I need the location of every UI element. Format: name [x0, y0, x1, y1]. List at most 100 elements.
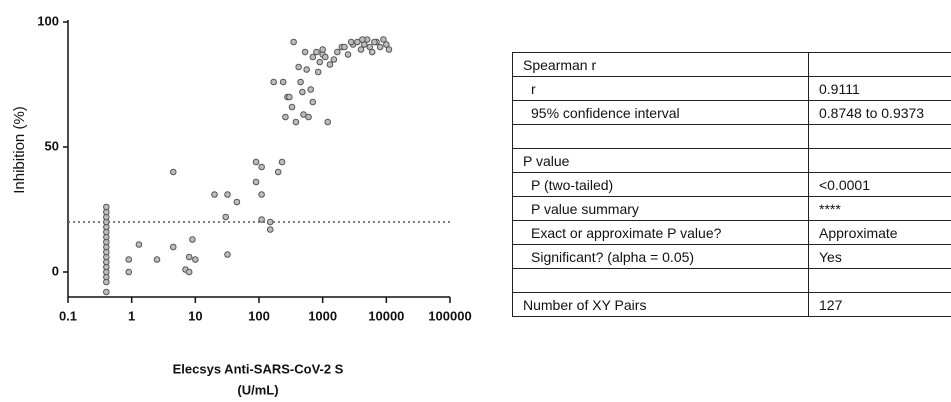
table-row: Significant? (alpha = 0.05) Yes	[512, 244, 951, 269]
point	[309, 53, 317, 61]
point	[135, 241, 143, 248]
y-tick-label: 100	[37, 13, 59, 28]
table-cell: r	[512, 76, 809, 101]
table-cell: 0.9111	[808, 76, 951, 101]
table-cell: P (two-tailed)	[512, 172, 809, 197]
point	[252, 158, 260, 166]
point	[316, 58, 324, 66]
point	[330, 56, 338, 63]
table-cell	[808, 124, 951, 149]
table-row	[512, 268, 951, 293]
point	[303, 66, 310, 73]
point	[252, 178, 260, 186]
table-row: 95% confidence interval 0.8748 to 0.9373	[512, 100, 951, 125]
point	[211, 191, 218, 198]
table-cell: P value summary	[512, 196, 809, 221]
point	[326, 61, 334, 68]
table-cell: Number of XY Pairs	[512, 292, 809, 317]
point	[292, 118, 300, 126]
point	[258, 191, 265, 198]
point	[324, 118, 332, 126]
point	[347, 38, 355, 46]
point	[279, 78, 287, 86]
table-cell: Yes	[808, 244, 951, 269]
point	[376, 43, 384, 51]
table-cell: Exact or approximate P value?	[512, 220, 809, 245]
chart: Inhibition (%) Elecsys Anti-SARS-CoV-2 S…	[11, 13, 472, 397]
table-cell: Approximate	[808, 220, 951, 245]
point	[274, 168, 282, 176]
point	[309, 98, 317, 106]
point	[385, 46, 393, 53]
point	[125, 268, 133, 276]
x-axis-label: (U/mL)	[237, 382, 278, 397]
table-cell: <0.0001	[808, 172, 951, 197]
table-cell: Spearman r	[512, 52, 809, 77]
point	[266, 226, 274, 233]
point	[103, 203, 110, 211]
point	[286, 93, 293, 101]
table-row: Number of XY Pairs 127	[512, 292, 951, 317]
point	[192, 256, 199, 263]
point	[290, 38, 297, 46]
point	[299, 88, 306, 96]
point	[270, 78, 277, 86]
point	[258, 163, 265, 171]
table-row: r 0.9111	[512, 76, 951, 101]
x-tick-label: 1000	[308, 308, 337, 323]
point	[103, 288, 110, 296]
point	[169, 243, 177, 251]
point	[282, 113, 289, 121]
point	[368, 48, 376, 56]
point	[125, 256, 133, 263]
table-row: Spearman r	[512, 52, 951, 77]
point	[383, 41, 390, 48]
x-tick-label: 10000	[368, 308, 404, 323]
point	[222, 213, 230, 221]
table-cell	[808, 148, 951, 173]
point	[224, 191, 231, 198]
table-cell: 127	[808, 292, 951, 317]
point	[169, 168, 177, 176]
x-tick-label: 100000	[428, 308, 471, 323]
x-tick-label: 0.1	[59, 308, 77, 323]
point	[189, 236, 196, 243]
table-cell: Significant? (alpha = 0.05)	[512, 244, 809, 269]
point	[278, 158, 286, 166]
x-tick-label: 1	[128, 308, 135, 323]
point	[371, 38, 378, 46]
point	[314, 68, 322, 76]
y-tick-label: 0	[52, 263, 59, 278]
table-cell	[512, 124, 809, 149]
table-row	[512, 124, 951, 149]
point	[334, 48, 341, 56]
point	[295, 63, 302, 71]
point	[288, 103, 296, 111]
table-cell	[808, 52, 951, 77]
table-cell	[808, 268, 951, 293]
point	[258, 216, 265, 223]
point	[297, 78, 304, 86]
results-table: Spearman r r 0.9111 95% confidence interval…	[512, 52, 951, 317]
point	[185, 253, 193, 261]
point	[380, 36, 387, 43]
point	[185, 268, 193, 276]
point	[305, 113, 312, 121]
table-cell	[512, 268, 809, 293]
x-tick-label: 100	[248, 308, 270, 323]
point	[300, 111, 307, 118]
point	[153, 256, 161, 263]
point	[322, 53, 329, 61]
point	[313, 48, 320, 56]
table-cell: 0.8748 to 0.9373	[808, 100, 951, 125]
point	[224, 251, 231, 258]
point	[344, 51, 352, 58]
table-row: P value summary ****	[512, 196, 951, 221]
table-row: P value	[512, 148, 951, 173]
point	[233, 198, 241, 206]
table-cell: 95% confidence interval	[512, 100, 809, 125]
table-row: Exact or approximate P value? Approximate	[512, 220, 951, 245]
table-cell: P value	[512, 148, 809, 173]
x-axis-label: Elecsys Anti-SARS-CoV-2 S	[173, 361, 344, 376]
